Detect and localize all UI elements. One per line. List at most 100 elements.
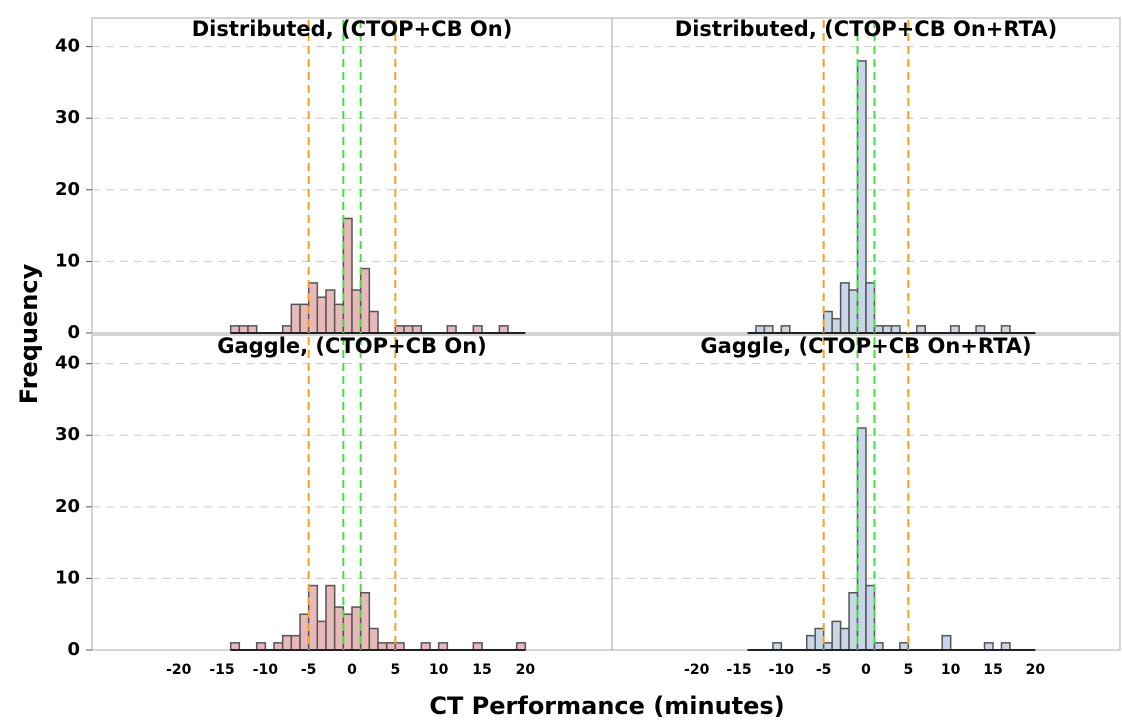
bar — [890, 325, 901, 334]
x-tick-label: 10 — [429, 662, 449, 678]
bar — [772, 642, 783, 651]
bar — [916, 325, 927, 334]
bar — [805, 634, 816, 651]
bar — [831, 317, 842, 334]
bar — [229, 325, 241, 334]
bar — [515, 642, 527, 651]
bar — [351, 289, 362, 334]
bar — [839, 627, 850, 651]
bar — [342, 217, 353, 334]
bar — [856, 60, 867, 334]
y-tick-label: 0 — [67, 322, 80, 343]
bar — [873, 325, 884, 334]
bar — [814, 627, 825, 651]
bar — [290, 634, 301, 651]
bar — [351, 606, 362, 651]
bar — [273, 642, 284, 651]
bar — [856, 427, 867, 651]
x-tick-label: 15 — [472, 662, 491, 678]
bar — [368, 627, 379, 651]
bar — [325, 584, 336, 651]
panel-title: Gaggle, (CTOP+CB On) — [217, 334, 487, 358]
y-tick-label: 30 — [55, 424, 80, 445]
x-tick-label: -5 — [816, 662, 832, 678]
bar — [377, 642, 388, 651]
y-axis-label: Frequency — [15, 263, 43, 404]
bar — [299, 613, 310, 651]
y-tick-label: 20 — [55, 179, 80, 200]
bar — [290, 303, 301, 334]
bar — [498, 325, 509, 334]
x-tick-label: 10 — [941, 662, 961, 678]
x-axis-label: CT Performance (minutes) — [429, 692, 784, 720]
bar — [899, 642, 910, 651]
bar — [333, 606, 345, 651]
bar — [333, 303, 345, 334]
bar — [325, 289, 336, 334]
panel-title: Distributed, (CTOP+CB On) — [192, 17, 513, 41]
bar — [229, 642, 241, 651]
panel-title: Distributed, (CTOP+CB On+RTA) — [675, 17, 1057, 41]
bar — [1000, 642, 1011, 651]
bar — [763, 325, 774, 334]
bar — [882, 325, 893, 334]
bar — [238, 325, 249, 334]
bar — [831, 620, 842, 651]
bar — [394, 642, 405, 651]
x-tick-label: -10 — [769, 662, 795, 678]
bar — [281, 634, 293, 651]
x-tick-label: 0 — [347, 662, 357, 678]
bar — [822, 642, 833, 651]
bar — [281, 325, 293, 334]
bar — [472, 642, 483, 651]
bar — [316, 296, 327, 334]
bar — [411, 325, 423, 334]
bar — [848, 289, 859, 334]
bar — [941, 634, 952, 651]
bar — [368, 310, 379, 334]
y-tick-label: 0 — [67, 639, 80, 660]
x-tick-label: 5 — [390, 662, 400, 678]
bar — [848, 591, 859, 651]
bar — [865, 282, 876, 334]
bar — [873, 642, 884, 651]
x-tick-label: -20 — [166, 662, 192, 678]
bar — [983, 642, 994, 651]
y-tick-label: 40 — [55, 353, 80, 374]
bar — [1000, 325, 1011, 334]
y-tick-label: 40 — [55, 36, 80, 57]
bar — [949, 325, 960, 334]
bar — [822, 310, 833, 334]
x-tick-label: -15 — [726, 662, 751, 678]
bar — [299, 303, 310, 334]
bar — [472, 325, 483, 334]
y-tick-label: 10 — [55, 250, 80, 271]
x-tick-label: 15 — [983, 662, 1002, 678]
bar — [865, 584, 876, 651]
bar — [755, 325, 766, 334]
bar — [342, 613, 353, 651]
panel-title: Gaggle, (CTOP+CB On+RTA) — [700, 334, 1031, 358]
bar — [385, 642, 397, 651]
bar — [247, 325, 258, 334]
y-tick-label: 20 — [55, 496, 80, 517]
y-tick-label: 30 — [55, 107, 80, 128]
panel-frame — [91, 334, 613, 651]
bar — [839, 282, 850, 334]
y-tick-label: 10 — [55, 567, 80, 588]
bar — [359, 267, 371, 334]
x-tick-label: -15 — [209, 662, 234, 678]
bar — [359, 591, 371, 651]
x-tick-label: -5 — [301, 662, 317, 678]
bar — [307, 282, 319, 334]
bar — [420, 642, 431, 651]
bar — [403, 325, 414, 334]
bar — [975, 325, 986, 334]
x-tick-label: 20 — [516, 662, 536, 678]
bar — [255, 642, 267, 651]
x-tick-label: 5 — [903, 662, 913, 678]
bar — [394, 325, 405, 334]
x-tick-label: 0 — [861, 662, 871, 678]
bar — [437, 642, 449, 651]
